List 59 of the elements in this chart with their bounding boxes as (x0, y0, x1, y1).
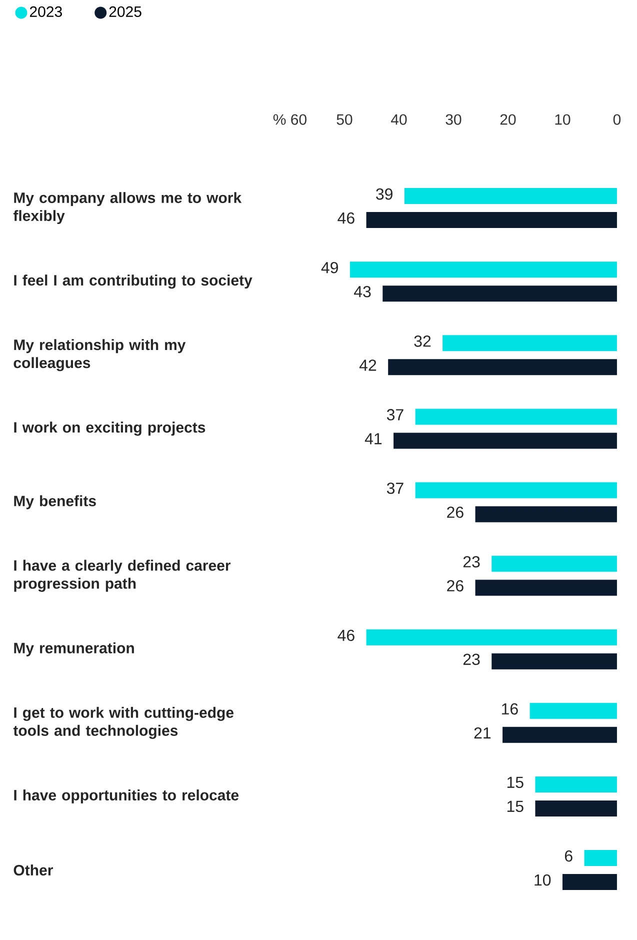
data-label: 26 (447, 580, 464, 592)
data-label: 37 (386, 482, 404, 494)
data-label: 49 (321, 262, 338, 274)
bar (492, 653, 617, 670)
bar (366, 629, 617, 646)
y-tick-label: My remuneration (14, 642, 134, 656)
bar (404, 188, 617, 204)
data-label: 37 (386, 409, 404, 420)
data-label: 39 (376, 188, 392, 200)
data-label: 15 (507, 800, 524, 812)
bar (442, 335, 617, 352)
data-label: 32 (414, 335, 431, 347)
bar (350, 262, 617, 278)
x-tick-label: % 60 (273, 114, 306, 125)
y-tick-label: I feel I am contributing to society (14, 274, 252, 289)
data-label: 16 (502, 703, 518, 715)
y-tick-label: My company allows me to work flexibly (13, 192, 242, 224)
bar (415, 408, 617, 425)
legend-label: 2025 (109, 6, 142, 17)
data-label: 46 (338, 212, 354, 224)
data-label: 15 (507, 776, 524, 788)
data-label: 42 (359, 360, 376, 371)
y-tick-label: I have opportunities to relocate (14, 789, 239, 804)
bar (366, 212, 617, 228)
data-label: 21 (474, 727, 491, 738)
x-tick-label: 20 (500, 114, 516, 125)
data-label: 10 (534, 874, 551, 886)
data-label: 26 (447, 506, 464, 518)
x-tick-label: 50 (336, 114, 352, 125)
bar (584, 850, 617, 866)
data-label: 6 (565, 850, 572, 862)
bar (502, 726, 617, 743)
x-tick-label: 0 (613, 114, 621, 125)
x-tick-label: 30 (446, 114, 462, 125)
data-label: 43 (354, 286, 371, 298)
bar (535, 776, 617, 792)
bar (530, 702, 617, 719)
x-tick-label: 40 (390, 114, 407, 125)
bar (415, 482, 617, 498)
y-tick-label: My benefits (14, 495, 96, 510)
y-tick-label: I work on exciting projects (14, 422, 206, 436)
bar (535, 800, 617, 816)
legend-label: 2023 (30, 6, 62, 17)
y-tick-label: Other (14, 864, 53, 876)
bar (394, 432, 617, 449)
data-label: 23 (463, 654, 480, 666)
y-tick-label: I get to work with cutting-edge tools and technologies (13, 706, 234, 739)
data-label: 23 (463, 556, 480, 568)
bar (388, 359, 617, 376)
data-label: 46 (338, 630, 354, 642)
bar (475, 506, 617, 522)
y-tick-label: My relationship with my colleagues (14, 339, 186, 372)
data-label: 41 (364, 433, 382, 444)
bar (475, 580, 617, 596)
bar (562, 874, 617, 890)
x-tick-label: 10 (555, 114, 570, 125)
bar (492, 556, 617, 572)
y-tick-label: I have a clearly defined career progression path (14, 560, 231, 592)
bar (382, 286, 617, 302)
